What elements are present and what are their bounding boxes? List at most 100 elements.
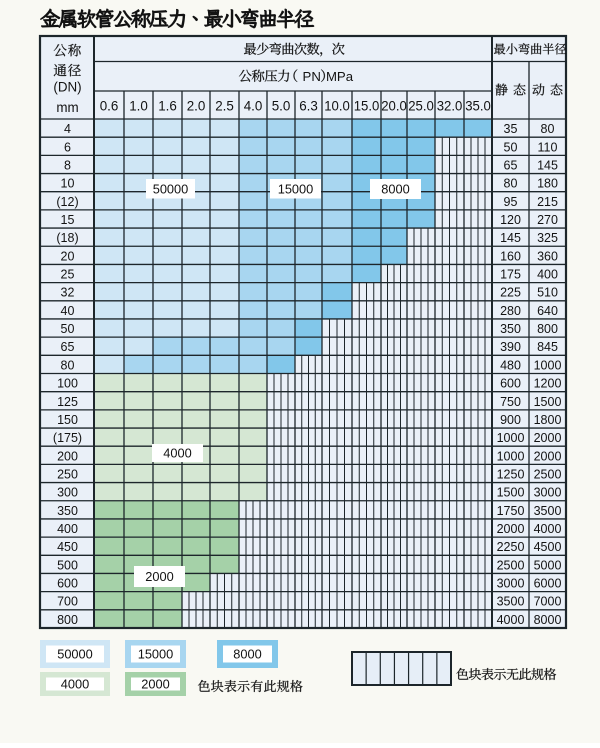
svg-text:6000: 6000 [534, 577, 562, 591]
svg-text:40: 40 [61, 304, 75, 318]
svg-text:15: 15 [61, 213, 75, 227]
svg-text:2000: 2000 [534, 449, 562, 463]
svg-text:510: 510 [537, 286, 558, 300]
svg-text:1000: 1000 [534, 358, 562, 372]
svg-text:1000: 1000 [497, 431, 525, 445]
svg-text:(175): (175) [53, 431, 82, 445]
svg-text:100: 100 [57, 377, 78, 391]
svg-text:7000: 7000 [534, 595, 562, 609]
svg-text:35: 35 [504, 122, 518, 136]
svg-text:4500: 4500 [534, 540, 562, 554]
svg-text:15000: 15000 [138, 647, 174, 662]
svg-text:350: 350 [500, 322, 521, 336]
svg-text:50: 50 [61, 322, 75, 336]
svg-text:400: 400 [57, 522, 78, 536]
svg-text:8000: 8000 [233, 647, 261, 662]
svg-text:1200: 1200 [534, 377, 562, 391]
svg-text:180: 180 [537, 177, 558, 191]
svg-text:900: 900 [500, 413, 521, 427]
svg-text:1.0: 1.0 [129, 98, 148, 113]
svg-text:1500: 1500 [534, 395, 562, 409]
svg-text:35.0: 35.0 [465, 98, 491, 113]
svg-text:700: 700 [57, 595, 78, 609]
svg-text:15.0: 15.0 [354, 98, 380, 113]
svg-text:125: 125 [57, 395, 78, 409]
svg-text:480: 480 [500, 358, 521, 372]
svg-text:5000: 5000 [534, 558, 562, 572]
svg-text:2000: 2000 [534, 431, 562, 445]
svg-text:750: 750 [500, 395, 521, 409]
svg-text:1250: 1250 [497, 467, 525, 481]
svg-text:25.0: 25.0 [408, 98, 434, 113]
svg-text:3000: 3000 [497, 577, 525, 591]
svg-text:0.6: 0.6 [100, 98, 119, 113]
svg-text:65: 65 [504, 158, 518, 172]
svg-text:280: 280 [500, 304, 521, 318]
svg-text:2500: 2500 [497, 558, 525, 572]
svg-text:2000: 2000 [497, 522, 525, 536]
svg-text:600: 600 [500, 377, 521, 391]
svg-text:4000: 4000 [534, 522, 562, 536]
svg-text:4: 4 [64, 122, 71, 136]
svg-text:3500: 3500 [534, 504, 562, 518]
svg-text:325: 325 [537, 231, 558, 245]
svg-text:32: 32 [61, 286, 75, 300]
svg-text:200: 200 [57, 449, 78, 463]
svg-text:250: 250 [57, 467, 78, 481]
svg-text:32.0: 32.0 [437, 98, 463, 113]
svg-text:150: 150 [57, 413, 78, 427]
svg-text:10: 10 [61, 177, 75, 191]
svg-text:225: 225 [500, 286, 521, 300]
svg-text:(12): (12) [56, 195, 78, 209]
svg-text:640: 640 [537, 304, 558, 318]
svg-text:350: 350 [57, 504, 78, 518]
svg-text:6.3: 6.3 [299, 98, 318, 113]
svg-text:1750: 1750 [497, 504, 525, 518]
svg-text:6: 6 [64, 140, 71, 154]
svg-text:800: 800 [537, 322, 558, 336]
svg-text:360: 360 [537, 249, 558, 263]
svg-text:175: 175 [500, 268, 521, 282]
svg-text:300: 300 [57, 486, 78, 500]
svg-text:65: 65 [61, 340, 75, 354]
svg-text:80: 80 [504, 177, 518, 191]
svg-text:215: 215 [537, 195, 558, 209]
svg-text:20: 20 [61, 249, 75, 263]
svg-text:1.6: 1.6 [158, 98, 177, 113]
svg-text:270: 270 [537, 213, 558, 227]
svg-text:4000: 4000 [163, 446, 191, 461]
svg-text:4000: 4000 [497, 613, 525, 627]
svg-text:500: 500 [57, 558, 78, 572]
svg-text:800: 800 [57, 613, 78, 627]
svg-text:(DN): (DN) [53, 80, 81, 95]
svg-text:25: 25 [61, 268, 75, 282]
svg-text:145: 145 [537, 158, 558, 172]
svg-text:160: 160 [500, 249, 521, 263]
svg-text:2.0: 2.0 [187, 98, 206, 113]
svg-text:8000: 8000 [534, 613, 562, 627]
svg-text:15000: 15000 [278, 181, 314, 196]
svg-text:80: 80 [541, 122, 555, 136]
svg-text:400: 400 [537, 268, 558, 282]
svg-text:50: 50 [504, 140, 518, 154]
svg-text:1500: 1500 [497, 486, 525, 500]
svg-text:145: 145 [500, 231, 521, 245]
svg-text:1800: 1800 [534, 413, 562, 427]
svg-text:5.0: 5.0 [272, 98, 291, 113]
svg-text:3500: 3500 [497, 595, 525, 609]
svg-text:50000: 50000 [153, 181, 189, 196]
svg-text:450: 450 [57, 540, 78, 554]
svg-text:8000: 8000 [381, 182, 409, 197]
svg-text:2000: 2000 [141, 677, 169, 692]
svg-text:95: 95 [504, 195, 518, 209]
svg-text:10.0: 10.0 [324, 98, 350, 113]
svg-text:2.5: 2.5 [215, 98, 234, 113]
svg-text:4.0: 4.0 [244, 98, 263, 113]
svg-text:2000: 2000 [145, 569, 173, 584]
svg-text:120: 120 [500, 213, 521, 227]
svg-text:845: 845 [537, 340, 558, 354]
svg-text:8: 8 [64, 158, 71, 172]
svg-text:390: 390 [500, 340, 521, 354]
svg-text:80: 80 [61, 358, 75, 372]
svg-text:20.0: 20.0 [381, 98, 407, 113]
